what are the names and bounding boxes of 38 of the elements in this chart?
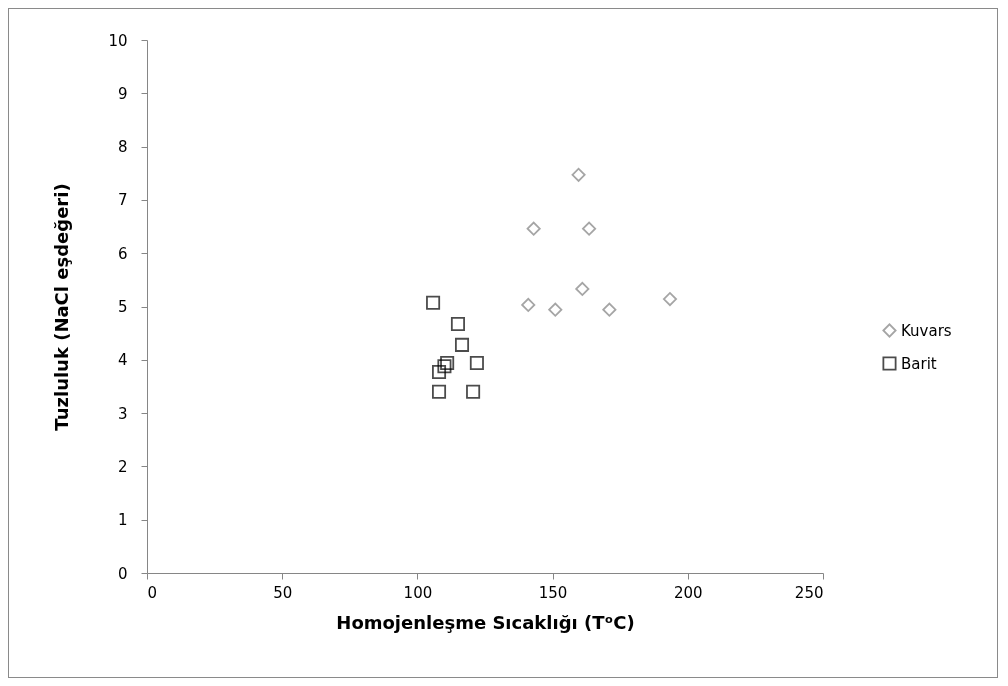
- y-tick-label: 6: [117, 244, 128, 263]
- y-tick-label: 0: [117, 564, 128, 583]
- x-tick-label: 150: [538, 583, 568, 602]
- x-tick-label: 100: [403, 583, 433, 602]
- point: [432, 384, 447, 399]
- point: [526, 221, 541, 236]
- y-tick-label: 7: [117, 191, 128, 210]
- point: [426, 295, 441, 310]
- point: [454, 337, 470, 352]
- point: [432, 365, 447, 380]
- x-tick-label: 250: [794, 583, 824, 602]
- point: [521, 297, 536, 312]
- point: [602, 302, 617, 317]
- point: [450, 317, 465, 332]
- point: [575, 281, 590, 296]
- point: [662, 292, 677, 307]
- y-tick-label: 4: [117, 351, 128, 370]
- legend-label: Kuvars: [901, 321, 952, 340]
- point: [548, 302, 563, 317]
- y-tick-label: 3: [117, 404, 128, 423]
- y-tick-label: 5: [117, 298, 128, 316]
- x-tick-label: 200: [673, 583, 703, 602]
- x-tick-label: 50: [273, 583, 293, 602]
- y-tick-label: 2: [117, 457, 128, 476]
- x-tick-label: 0: [147, 583, 158, 602]
- point: [437, 359, 452, 374]
- point: [469, 355, 484, 371]
- x-axis-title: Homojenleşme Sıcaklığı (TᵒC): [336, 611, 635, 633]
- point: [440, 355, 455, 371]
- point: [582, 221, 597, 236]
- y-tick-label: 1: [117, 511, 128, 530]
- point: [571, 167, 586, 182]
- legend-label: Barit: [901, 354, 937, 373]
- y-tick-label: 10: [108, 31, 128, 50]
- y-tick-label: 9: [117, 84, 128, 103]
- y-tick-label: 8: [117, 138, 128, 157]
- point: [466, 384, 481, 399]
- y-axis-title: Tuzluluk (NaCl eşdeğeri): [51, 183, 73, 431]
